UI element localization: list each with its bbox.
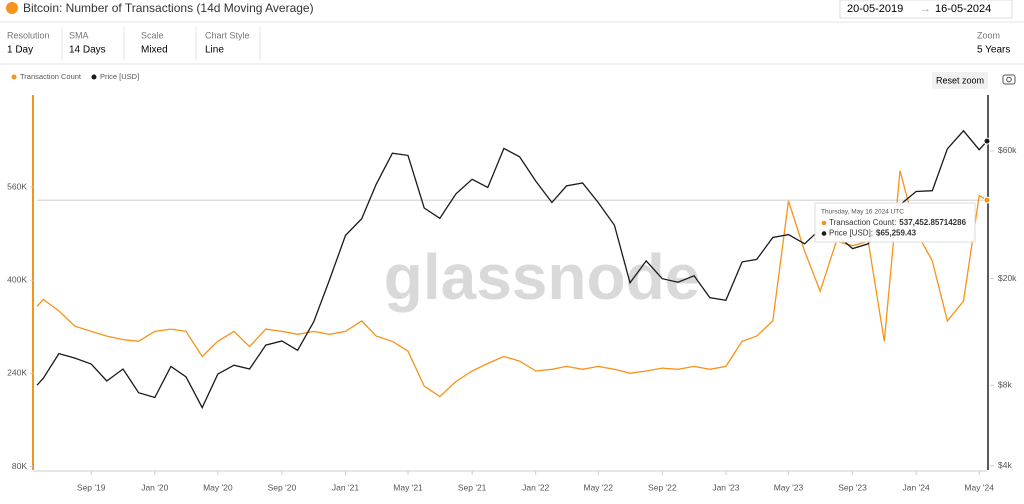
- series-line: [36, 170, 988, 398]
- y2-tick-label: $4k: [998, 460, 1012, 470]
- toolbar-value[interactable]: 1 Day: [7, 45, 33, 56]
- y2-tick-label: $8k: [998, 379, 1012, 389]
- y2-tick-label: $60k: [998, 145, 1017, 155]
- x-tick-label: Jan '22: [522, 482, 549, 492]
- x-tick-label: Sep '20: [268, 482, 297, 492]
- toolbar-value[interactable]: 14 Days: [69, 45, 106, 56]
- camera-lens: [1006, 76, 1012, 83]
- tooltip: Thursday, May 16 2024 UTC Transaction Cou…: [814, 202, 976, 243]
- tooltip-label: Transaction Count:: [829, 218, 896, 227]
- tooltip-value: $65,259.43: [876, 229, 917, 238]
- toolbar-value[interactable]: Line: [205, 45, 224, 56]
- hover-point: [983, 196, 991, 204]
- tooltip-box: [814, 202, 976, 243]
- tooltip-date: Thursday, May 16 2024 UTC: [821, 209, 904, 216]
- bitcoin-icon: [6, 2, 18, 14]
- x-tick-label: Jan '24: [903, 482, 930, 492]
- toolbar-value[interactable]: Mixed: [141, 45, 168, 56]
- x-tick-label: May '23: [774, 482, 804, 492]
- x-tick-label: Jan '23: [712, 482, 739, 492]
- x-tick-label: May '20: [203, 482, 233, 492]
- toolbar-label: Resolution: [7, 30, 50, 40]
- x-tick-label: Sep '22: [648, 482, 677, 492]
- x-tick-label: Jan '20: [141, 482, 168, 492]
- legend-dot: [11, 74, 17, 80]
- legend-dot: [91, 74, 97, 80]
- tooltip-label: Price [USD]:: [829, 229, 873, 238]
- toolbar-label: Scale: [141, 30, 164, 40]
- x-tick-label: Jan '21: [332, 482, 359, 492]
- watermark: glassnode: [384, 241, 701, 313]
- y-tick-label: 400K: [7, 274, 27, 284]
- date-range[interactable]: [839, 0, 1013, 19]
- tooltip-value: 537,452.85714286: [899, 218, 966, 227]
- hover-point: [983, 137, 991, 145]
- toolbar-value[interactable]: 5 Years: [977, 45, 1010, 56]
- date-to[interactable]: 16-05-2024: [935, 3, 991, 15]
- x-tick-label: Sep '23: [838, 482, 867, 492]
- y-tick-label: 80K: [12, 461, 27, 471]
- x-tick-label: Sep '19: [77, 482, 106, 492]
- tooltip-dot: [821, 231, 827, 236]
- toolbar-label: Zoom: [977, 30, 1000, 40]
- camera-icon[interactable]: [1002, 74, 1016, 85]
- x-tick-label: May '24: [964, 482, 994, 492]
- y2-tick-label: $20k: [998, 273, 1017, 283]
- date-from[interactable]: 20-05-2019: [847, 3, 903, 15]
- y-tick-label: 560K: [7, 181, 27, 191]
- reset-zoom-label[interactable]: Reset zoom: [936, 75, 984, 85]
- tooltip-row: Price [USD]: $65,259.43: [829, 229, 917, 238]
- x-tick-label: May '22: [583, 482, 613, 492]
- toolbar-label: Chart Style: [205, 30, 250, 40]
- y-tick-label: 240K: [7, 368, 27, 378]
- toolbar-label: SMA: [69, 30, 89, 40]
- legend-label[interactable]: Price [USD]: [100, 72, 139, 81]
- legend-label[interactable]: Transaction Count: [20, 72, 82, 81]
- tooltip-dot: [821, 220, 827, 226]
- reset-zoom-button[interactable]: [932, 72, 988, 89]
- x-tick-label: May '21: [393, 482, 423, 492]
- tooltip-row: Transaction Count: 537,452.85714286: [829, 218, 967, 227]
- x-tick-label: Sep '21: [458, 482, 487, 492]
- arrow: →: [920, 3, 931, 15]
- chart-title: Bitcoin: Number of Transactions (14d Mov…: [23, 1, 314, 15]
